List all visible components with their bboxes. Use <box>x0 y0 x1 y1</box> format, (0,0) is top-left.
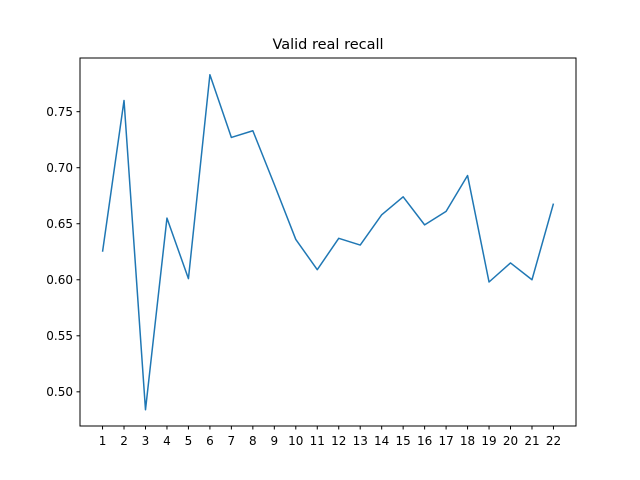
x-tick-label: 17 <box>438 434 453 448</box>
y-tick-label: 0.70 <box>46 161 73 175</box>
x-tick-label: 2 <box>120 434 128 448</box>
series-group <box>101 73 555 411</box>
y-axis: 0.50 0.55 0.60 0.65 0.70 0.75 <box>46 105 80 399</box>
series-line <box>101 73 555 411</box>
plot-frame <box>79 57 577 427</box>
x-tick-label: 10 <box>288 434 303 448</box>
plot-area <box>80 58 576 426</box>
y-tick-label: 0.55 <box>46 329 73 343</box>
x-tick-label: 1 <box>99 434 107 448</box>
x-tick-label: 15 <box>396 434 411 448</box>
x-tick-label: 9 <box>271 434 279 448</box>
x-tick-label: 12 <box>331 434 346 448</box>
y-tick-label: 0.60 <box>46 273 73 287</box>
x-tick-label: 11 <box>310 434 325 448</box>
y-tick-label: 0.75 <box>46 105 73 119</box>
x-tick-label: 7 <box>228 434 236 448</box>
x-tick-label: 22 <box>546 434 561 448</box>
y-tick-label: 0.50 <box>46 385 73 399</box>
x-tick-label: 8 <box>249 434 257 448</box>
x-tick-label: 5 <box>185 434 193 448</box>
x-tick-label: 4 <box>163 434 171 448</box>
x-axis: 1 2 3 4 5 6 7 8 9 10 11 12 13 14 15 16 17 18 19 20 21 22 <box>99 426 561 448</box>
x-tick-label: 13 <box>353 434 368 448</box>
chart-title: Valid real recall <box>272 37 383 53</box>
x-tick-label: 3 <box>142 434 150 448</box>
x-tick-label: 20 <box>503 434 518 448</box>
x-tick-label: 16 <box>417 434 432 448</box>
y-tick-label: 0.65 <box>46 217 73 231</box>
x-tick-label: 14 <box>374 434 389 448</box>
x-tick-label: 18 <box>460 434 475 448</box>
x-tick-label: 6 <box>206 434 214 448</box>
x-tick-label: 21 <box>524 434 539 448</box>
x-tick-label: 19 <box>481 434 496 448</box>
